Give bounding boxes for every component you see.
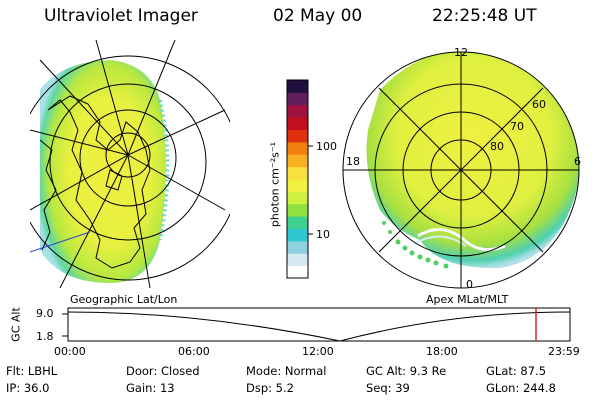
geo-meridian (127, 154, 226, 211)
mlt-label-18: 18 (346, 155, 360, 168)
continent-outline-2 (39, 139, 57, 251)
info-glon: GLon: 244.8 (486, 381, 556, 395)
colorbar-segment (287, 104, 308, 118)
apex-panel (342, 51, 580, 289)
mlt-label-6: 6 (574, 155, 581, 168)
mlat-label-60: 60 (532, 98, 546, 111)
colorbar-segment (287, 228, 308, 242)
time-label-0600: 06:00 (178, 345, 210, 358)
time-label-0000: 00:00 (54, 345, 86, 358)
mlt-label-0: 0 (466, 278, 473, 291)
apex-cusp-arc (413, 235, 467, 247)
colorbar-tick-10: 10 (316, 228, 330, 241)
geo-meridian (127, 154, 151, 288)
colorbar-segment (287, 154, 308, 168)
geo-lat-circle (30, 55, 230, 281)
colorbar-segment (287, 80, 308, 93)
colorbar-segment (287, 129, 308, 143)
colorbar-segment (287, 253, 308, 267)
geo-meridian (95, 40, 129, 156)
info-ip: IP: 36.0 (6, 381, 50, 395)
mlt-meridian (378, 87, 544, 253)
time-label-1200: 12:00 (302, 345, 334, 358)
info-door: Door: Closed (126, 364, 200, 378)
apex-cusp-arc (417, 228, 506, 252)
colorbar-segment (287, 117, 308, 130)
altitude-curve (67, 311, 571, 342)
colorbar-segment (287, 92, 308, 106)
colorbar-segment (287, 240, 308, 254)
info-filter: Flt: LBHL (6, 364, 58, 378)
colorbar-frame (286, 79, 309, 279)
apex-dots (382, 221, 449, 269)
geo-lat-circle (105, 132, 151, 178)
colorbar (286, 79, 309, 279)
timeline-ylabel-1-8: 1.8 (36, 330, 54, 343)
timeline-frame (67, 307, 571, 342)
colorbar-segment (287, 216, 308, 229)
geo-meridian (30, 129, 129, 156)
timeline-axis-label: GC Alt (9, 307, 23, 342)
colorbar-segment (287, 141, 308, 155)
geo-terminator-line (30, 231, 91, 253)
timeline-plot (62, 307, 571, 342)
time-label-1800: 18:00 (426, 345, 458, 358)
apex-aurora-image (366, 52, 579, 269)
geo-lat-circle (79, 109, 177, 207)
time-label: 22:25:48 UT (432, 6, 537, 26)
colorbar-segment (287, 179, 308, 192)
continent-outline (47, 95, 151, 269)
info-glat: GLat: 87.5 (486, 364, 547, 378)
geo-meridian (59, 154, 129, 288)
instrument-title: Ultraviolet Imager (44, 6, 198, 26)
mlat-label-70: 70 (510, 120, 524, 133)
colorbar-segment (287, 191, 308, 205)
info-gain: Gain: 13 (126, 381, 175, 395)
mlt-label-12: 12 (454, 46, 468, 59)
geo-panel-label: Geographic Lat/Lon (70, 293, 178, 306)
timeline-ylabel-9: 9.0 (36, 307, 54, 320)
apex-panel-label: Apex MLat/MLT (426, 293, 509, 306)
geo-aurora-image (40, 60, 166, 283)
colorbar-segment (287, 203, 308, 217)
geo-lat-circle (49, 83, 207, 241)
info-dsp: Dsp: 5.2 (246, 381, 294, 395)
geo-panel (30, 40, 230, 288)
date-label: 02 May 00 (273, 6, 363, 26)
time-label-2359: 23:59 (548, 345, 580, 358)
geo-meridian (127, 109, 226, 156)
info-seq: Seq: 39 (366, 381, 410, 395)
info-mode: Mode: Normal (246, 364, 327, 378)
mlat-label-80: 80 (490, 140, 504, 153)
info-gc-alt: GC Alt: 9.3 Re (366, 364, 447, 378)
colorbar-segment (287, 265, 308, 279)
geo-meridian (39, 59, 129, 156)
geo-meridian (127, 40, 176, 156)
colorbar-tick-100: 100 (316, 140, 337, 153)
colorbar-segment (287, 166, 308, 180)
geo-meridian (30, 154, 129, 211)
colorbar-unit-label: photon cm⁻²s⁻¹ (268, 141, 282, 228)
